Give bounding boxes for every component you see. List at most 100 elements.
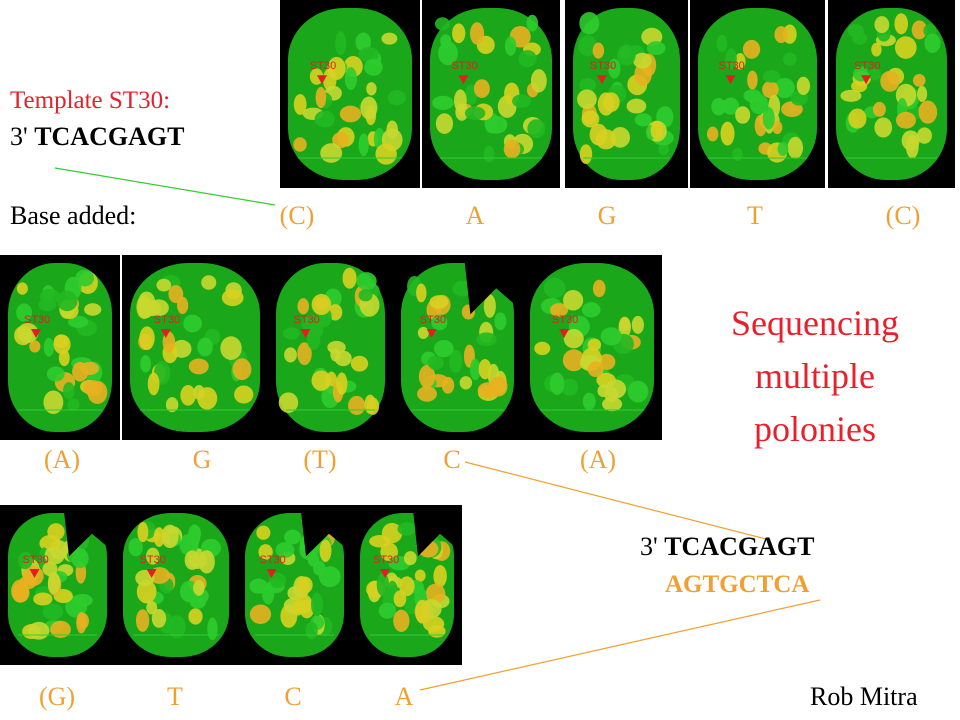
polony xyxy=(335,31,347,56)
spot-label: ST30 xyxy=(23,554,49,566)
polony xyxy=(256,525,271,540)
polony xyxy=(128,538,143,557)
polony xyxy=(852,32,868,45)
polony xyxy=(549,303,569,317)
polony xyxy=(29,340,41,353)
polony xyxy=(530,69,547,93)
polony xyxy=(393,590,407,608)
base-label: C xyxy=(443,445,460,474)
polony xyxy=(319,539,332,562)
polony xyxy=(787,136,804,159)
polony xyxy=(188,608,203,625)
polony xyxy=(176,296,189,314)
polony xyxy=(311,293,332,316)
polony xyxy=(39,288,60,304)
polony xyxy=(783,52,797,66)
spot-label: ST30 xyxy=(420,314,446,326)
polony xyxy=(369,535,391,548)
polony xyxy=(658,142,670,156)
polony xyxy=(275,542,295,558)
polony xyxy=(47,572,61,594)
spot-marker xyxy=(300,329,311,338)
polony xyxy=(415,599,429,624)
polony xyxy=(579,144,593,164)
polony xyxy=(918,100,938,124)
polony xyxy=(880,70,900,92)
base-label: (A) xyxy=(580,445,616,474)
polony xyxy=(161,524,179,549)
base-label: (C) xyxy=(886,201,921,230)
polony xyxy=(327,56,346,80)
polony xyxy=(626,98,647,114)
polony xyxy=(917,127,932,144)
polony xyxy=(872,101,886,117)
polony xyxy=(153,527,165,547)
polony xyxy=(184,550,200,570)
credit: Rob Mitra xyxy=(810,682,918,711)
polony xyxy=(284,529,302,545)
polony xyxy=(296,576,313,594)
polony xyxy=(297,298,310,315)
polony xyxy=(42,603,64,621)
polony xyxy=(75,269,95,287)
polony xyxy=(512,94,532,108)
polony xyxy=(582,392,596,411)
polony xyxy=(473,79,490,99)
polony xyxy=(432,95,454,111)
polony xyxy=(732,147,743,161)
polony xyxy=(16,282,28,295)
spot-label: ST30 xyxy=(260,554,286,566)
polony xyxy=(12,582,30,603)
polony xyxy=(320,143,343,163)
polony xyxy=(560,378,579,396)
polony xyxy=(796,76,811,96)
gel-notch xyxy=(63,505,115,557)
polony xyxy=(526,14,539,32)
polony xyxy=(634,113,652,127)
polony xyxy=(894,36,917,59)
polony xyxy=(840,89,862,102)
polony xyxy=(360,96,378,120)
polony xyxy=(190,525,202,542)
polony xyxy=(67,398,80,411)
polony xyxy=(470,22,485,45)
spot-label: ST30 xyxy=(854,60,880,72)
polony xyxy=(762,80,779,99)
polony xyxy=(71,548,89,569)
polony xyxy=(307,553,320,567)
spot-marker xyxy=(317,75,327,85)
polony xyxy=(328,304,343,321)
polony xyxy=(563,329,584,349)
polony xyxy=(414,569,426,582)
polony xyxy=(459,376,473,390)
polony xyxy=(193,579,205,596)
base-label: (A) xyxy=(44,445,80,474)
base-label: G xyxy=(193,445,212,474)
polony xyxy=(358,289,373,302)
connector-orange xyxy=(419,599,821,691)
result-complement: AGTGCTCA xyxy=(665,571,809,598)
polony xyxy=(627,380,649,403)
polony xyxy=(137,297,155,319)
spot-label: ST30 xyxy=(310,60,336,72)
polony xyxy=(334,350,352,367)
polony xyxy=(581,302,601,318)
template-bases: TCACGAGT xyxy=(34,122,184,151)
base-label: (G) xyxy=(39,682,75,711)
polony xyxy=(403,551,417,566)
polony xyxy=(917,85,928,103)
polony xyxy=(315,86,327,109)
polony xyxy=(716,34,728,53)
polony xyxy=(151,608,167,628)
polony xyxy=(77,613,89,630)
polony xyxy=(22,565,44,587)
polony xyxy=(197,387,218,410)
polony xyxy=(452,23,466,44)
spot-label: ST30 xyxy=(552,314,578,326)
polony xyxy=(579,11,600,35)
polony xyxy=(399,576,415,597)
polony xyxy=(18,551,33,570)
polony xyxy=(868,68,882,81)
polony xyxy=(344,67,358,91)
polony xyxy=(358,133,369,157)
